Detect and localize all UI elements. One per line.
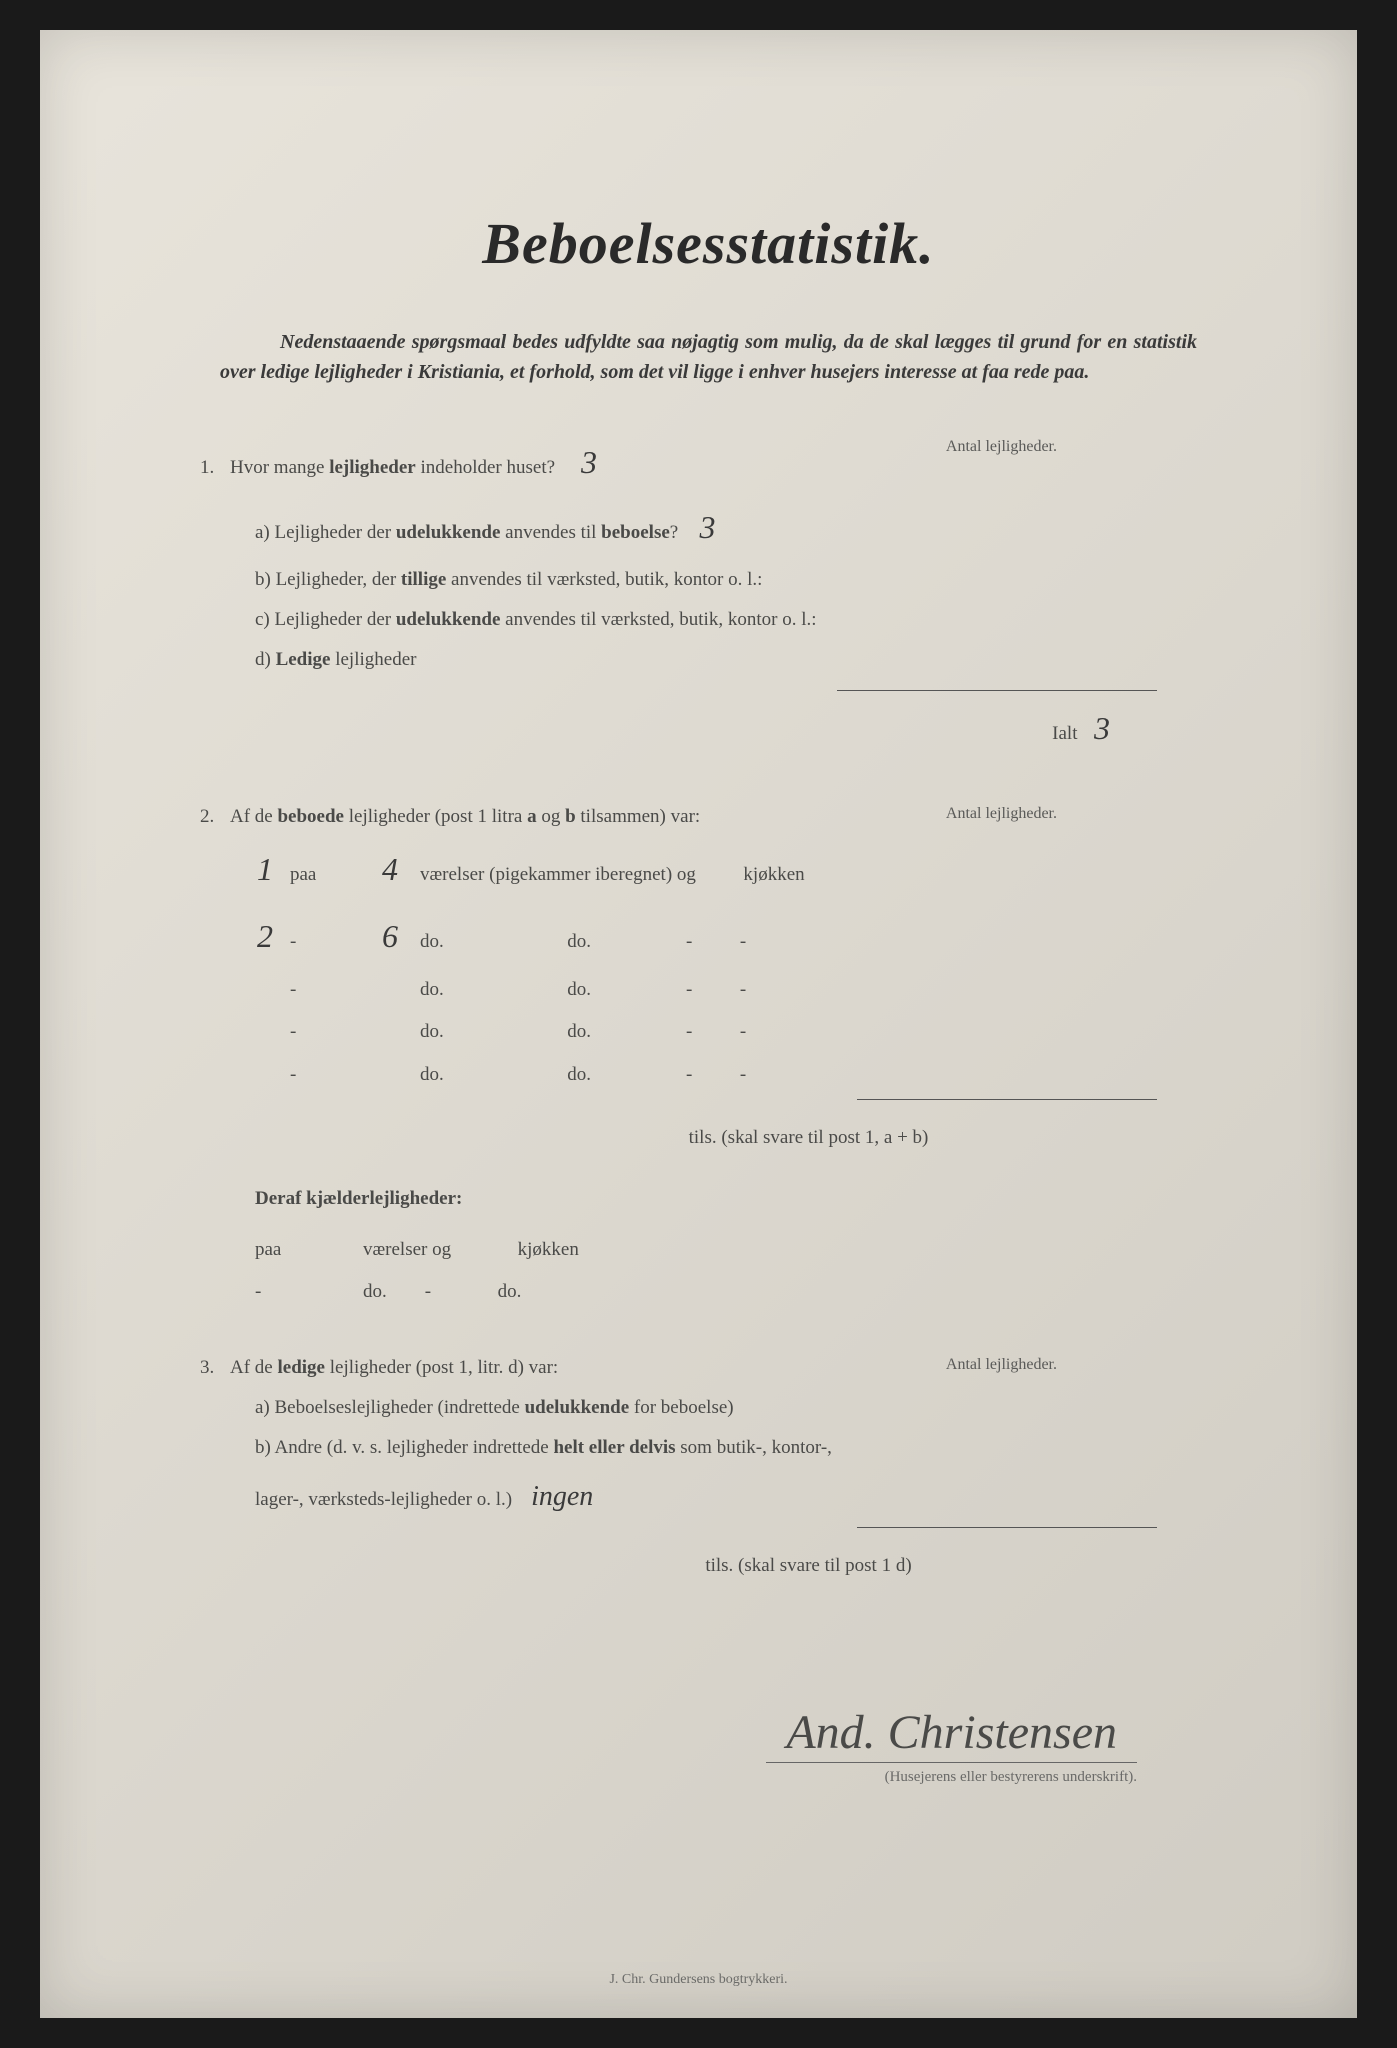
row-text: do. do. - -: [420, 972, 1217, 1008]
row-paa: -: [290, 924, 360, 960]
document-page: Beboelsesstatistik. Nedenstaaende spørgs…: [40, 30, 1357, 2018]
ialt-value: 3: [1087, 698, 1117, 759]
q1-text: Hvor mange lejligheder indeholder huset?…: [230, 432, 1217, 493]
count-label-3: Antal lejligheder.: [946, 1350, 1057, 1380]
ialt-total: Ialt 3: [200, 698, 1217, 759]
deraf-heading: Deraf kjælderlejligheder:: [255, 1181, 1217, 1217]
deraf-row: - do. - do.: [255, 1274, 1217, 1310]
row-count: 1: [240, 839, 290, 900]
count-label: Antal lejligheder.: [946, 432, 1057, 462]
q3b-answer: ingen: [531, 1470, 593, 1523]
signature-caption: (Husejerens eller bestyrerens underskrif…: [200, 1769, 1137, 1786]
q3-number: 3.: [200, 1350, 230, 1386]
row-rooms: 6: [360, 906, 420, 967]
q3b: b) Andre (d. v. s. lejligheder indretted…: [200, 1430, 1217, 1466]
deraf-paa: paa: [255, 1232, 325, 1268]
table-row: - do. do. - -: [200, 1014, 1217, 1050]
q1-answer: 3: [574, 432, 604, 493]
deraf-text: do. - do.: [325, 1274, 1217, 1310]
intro-paragraph: Nedenstaaende spørgsmaal bedes udfyldte …: [200, 327, 1217, 387]
printer-footer: J. Chr. Gundersens bogtrykkeri.: [40, 1972, 1357, 1988]
q2-text: Af de beboede lejligheder (post 1 litra …: [230, 799, 1217, 835]
table-row: 1paa4værelser (pigekammer iberegnet) og …: [200, 839, 1217, 900]
row-paa: -: [290, 1057, 360, 1093]
signature-area: And. Christensen (Husejerens eller besty…: [200, 1705, 1217, 1786]
deraf-paa: -: [255, 1274, 325, 1310]
q1-number: 1.: [200, 450, 230, 486]
signature: And. Christensen: [766, 1705, 1137, 1763]
tils-note-3: tils. (skal svare til post 1 d): [200, 1548, 1217, 1584]
deraf-row: paa værelser og kjøkken: [255, 1232, 1217, 1268]
row-text: do. do. - -: [420, 1057, 1217, 1093]
q1a-answer: 3: [692, 497, 722, 558]
q3b-line2: lager-, værksteds-lejligheder o. l.) ing…: [200, 1470, 1217, 1523]
q3-text: Af de ledige lejligheder (post 1, litr. …: [230, 1350, 1217, 1386]
q1d: d) Ledige lejligheder: [200, 642, 1217, 678]
question-2: Antal lejligheder. 2. Af de beboede lejl…: [200, 799, 1217, 1310]
q1a: a) Lejligheder der udelukkende anvendes …: [200, 497, 1217, 558]
q3a: a) Beboelseslejligheder (indrettede udel…: [200, 1390, 1217, 1426]
row-text: værelser (pigekammer iberegnet) og kjøkk…: [420, 857, 1217, 893]
q1c: c) Lejligheder der udelukkende anvendes …: [200, 602, 1217, 638]
count-label-2: Antal lejligheder.: [946, 799, 1057, 829]
row-count: 2: [240, 906, 290, 967]
row-paa: paa: [290, 857, 360, 893]
row-text: do. do. - -: [420, 1014, 1217, 1050]
row-text: do. do. - -: [420, 924, 1217, 960]
q2-number: 2.: [200, 799, 230, 835]
table-row: - do. do. - -: [200, 972, 1217, 1008]
table-row: - do. do. - -: [200, 1057, 1217, 1093]
question-1: Antal lejligheder. 1. Hvor mange lejligh…: [200, 432, 1217, 759]
table-row: 2-6do. do. - -: [200, 906, 1217, 967]
tils-note: tils. (skal svare til post 1, a + b): [200, 1120, 1217, 1156]
question-3: Antal lejligheder. 3. Af de ledige lejli…: [200, 1350, 1217, 1585]
document-title: Beboelsesstatistik.: [200, 210, 1217, 277]
row-paa: -: [290, 972, 360, 1008]
row-paa: -: [290, 1014, 360, 1050]
q1b: b) Lejligheder, der tillige anvendes til…: [200, 562, 1217, 598]
row-rooms: 4: [360, 839, 420, 900]
deraf-text: værelser og kjøkken: [325, 1232, 1217, 1268]
